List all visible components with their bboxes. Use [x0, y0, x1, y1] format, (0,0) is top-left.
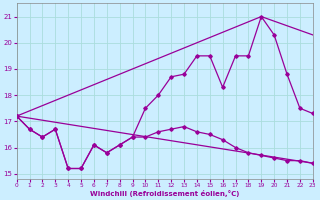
X-axis label: Windchill (Refroidissement éolien,°C): Windchill (Refroidissement éolien,°C) [90, 190, 239, 197]
